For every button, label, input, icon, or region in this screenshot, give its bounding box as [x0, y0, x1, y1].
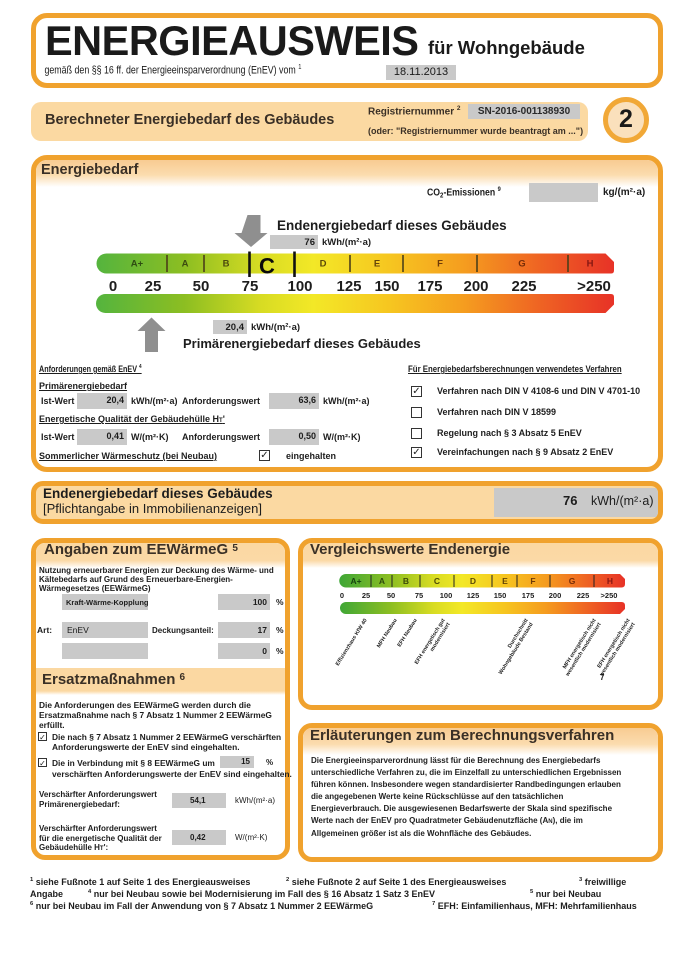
svg-text:E: E	[374, 259, 380, 270]
svg-text:EFH Neubau: EFH Neubau	[397, 618, 419, 648]
svg-text:100: 100	[287, 278, 312, 295]
svg-text:C: C	[259, 254, 275, 279]
svg-text:0: 0	[340, 591, 344, 600]
svg-text:H: H	[587, 259, 594, 270]
svg-text:50: 50	[193, 278, 210, 295]
svg-text:D: D	[470, 576, 476, 586]
svg-text:A+: A+	[131, 259, 144, 270]
svg-text:MFH energetisch nicht: MFH energetisch nicht	[562, 618, 598, 670]
svg-text:225: 225	[511, 278, 536, 295]
svg-text:200: 200	[463, 278, 488, 295]
svg-text:>250: >250	[577, 278, 611, 295]
svg-text:0: 0	[109, 278, 117, 295]
svg-text:200: 200	[549, 591, 562, 600]
svg-text:125: 125	[336, 278, 361, 295]
svg-text:75: 75	[415, 591, 423, 600]
svg-text:25: 25	[362, 591, 370, 600]
svg-text:A+: A+	[350, 576, 361, 586]
svg-text:G: G	[569, 576, 576, 586]
svg-text:A: A	[182, 259, 189, 270]
svg-text:MFH Neubau: MFH Neubau	[376, 618, 399, 649]
svg-text:175: 175	[417, 278, 442, 295]
svg-text:75: 75	[242, 278, 259, 295]
svg-text:B: B	[223, 259, 230, 270]
svg-text:>250: >250	[601, 591, 618, 600]
svg-text:EFH energetisch gut: EFH energetisch gut	[414, 618, 447, 666]
svg-text:C: C	[434, 576, 440, 586]
svg-text:E: E	[502, 576, 508, 586]
svg-text:G: G	[518, 259, 525, 270]
svg-text:150: 150	[374, 278, 399, 295]
svg-text:50: 50	[387, 591, 395, 600]
svg-text:125: 125	[467, 591, 480, 600]
svg-text:D: D	[320, 259, 327, 270]
svg-text:wesentlich modernisiert: wesentlich modernisiert	[564, 622, 602, 679]
svg-text:B: B	[403, 576, 409, 586]
svg-text:wesentlich modernisiert: wesentlich modernisiert	[598, 622, 636, 679]
svg-text:F: F	[437, 259, 443, 270]
svg-text:7: 7	[600, 673, 605, 682]
svg-text:A: A	[379, 576, 385, 586]
svg-text:100: 100	[440, 591, 453, 600]
svg-text:225: 225	[577, 591, 590, 600]
svg-text:F: F	[530, 576, 535, 586]
svg-text:H: H	[607, 576, 613, 586]
svg-text:Effizienzhaus KfW 40: Effizienzhaus KfW 40	[335, 618, 369, 667]
svg-text:25: 25	[145, 278, 162, 295]
svg-text:175: 175	[522, 591, 535, 600]
svg-text:150: 150	[494, 591, 507, 600]
